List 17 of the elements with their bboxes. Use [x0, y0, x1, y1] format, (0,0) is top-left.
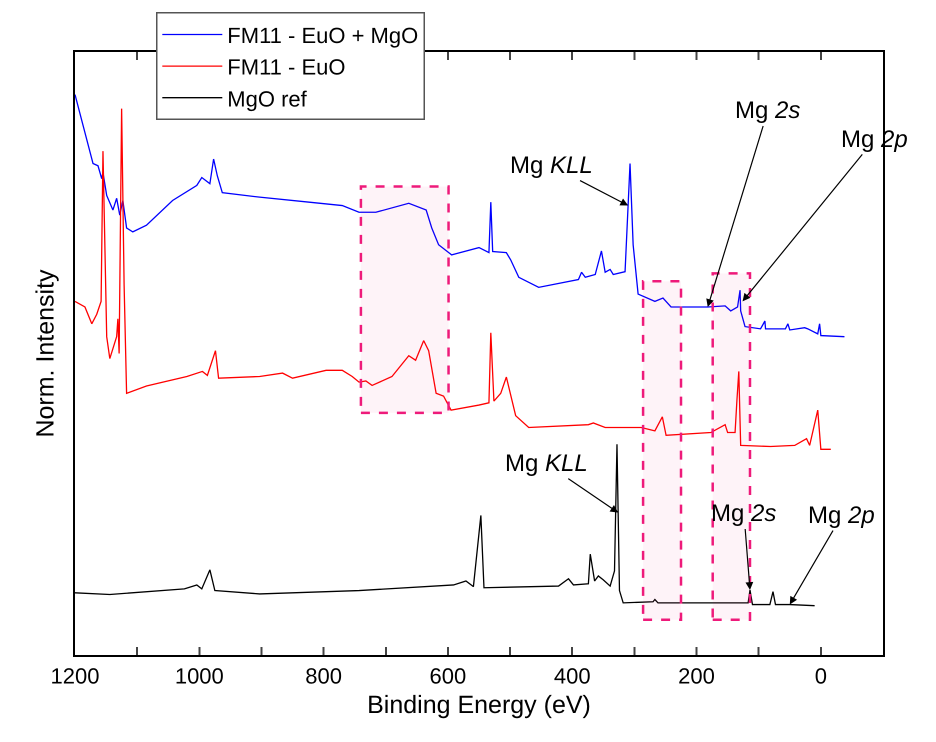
x-tick-label: 800 — [305, 663, 342, 688]
annotation: Mg KLL — [510, 152, 593, 179]
legend-label: FM11 - EuO + MgO — [227, 23, 418, 48]
x-axis-title: Binding Energy (eV) — [367, 690, 591, 719]
legend-label: MgO ref — [227, 86, 308, 112]
x-tick-label: 200 — [678, 663, 715, 688]
annotation: Mg 2p — [808, 502, 875, 529]
legend-label: FM11 - EuO — [227, 54, 346, 80]
x-tick-label: 600 — [430, 663, 466, 688]
annotation: Mg KLL — [505, 450, 588, 477]
y-axis-title: Norm. Intensity — [31, 268, 60, 438]
x-tick-label: 0 — [814, 663, 827, 688]
annotation: Mg 2s — [735, 97, 800, 124]
x-tick-label: 400 — [554, 663, 591, 688]
x-tick-label: 1000 — [174, 663, 224, 688]
annotation: Mg 2s — [711, 500, 776, 527]
x-tick-label: 1200 — [50, 663, 100, 688]
